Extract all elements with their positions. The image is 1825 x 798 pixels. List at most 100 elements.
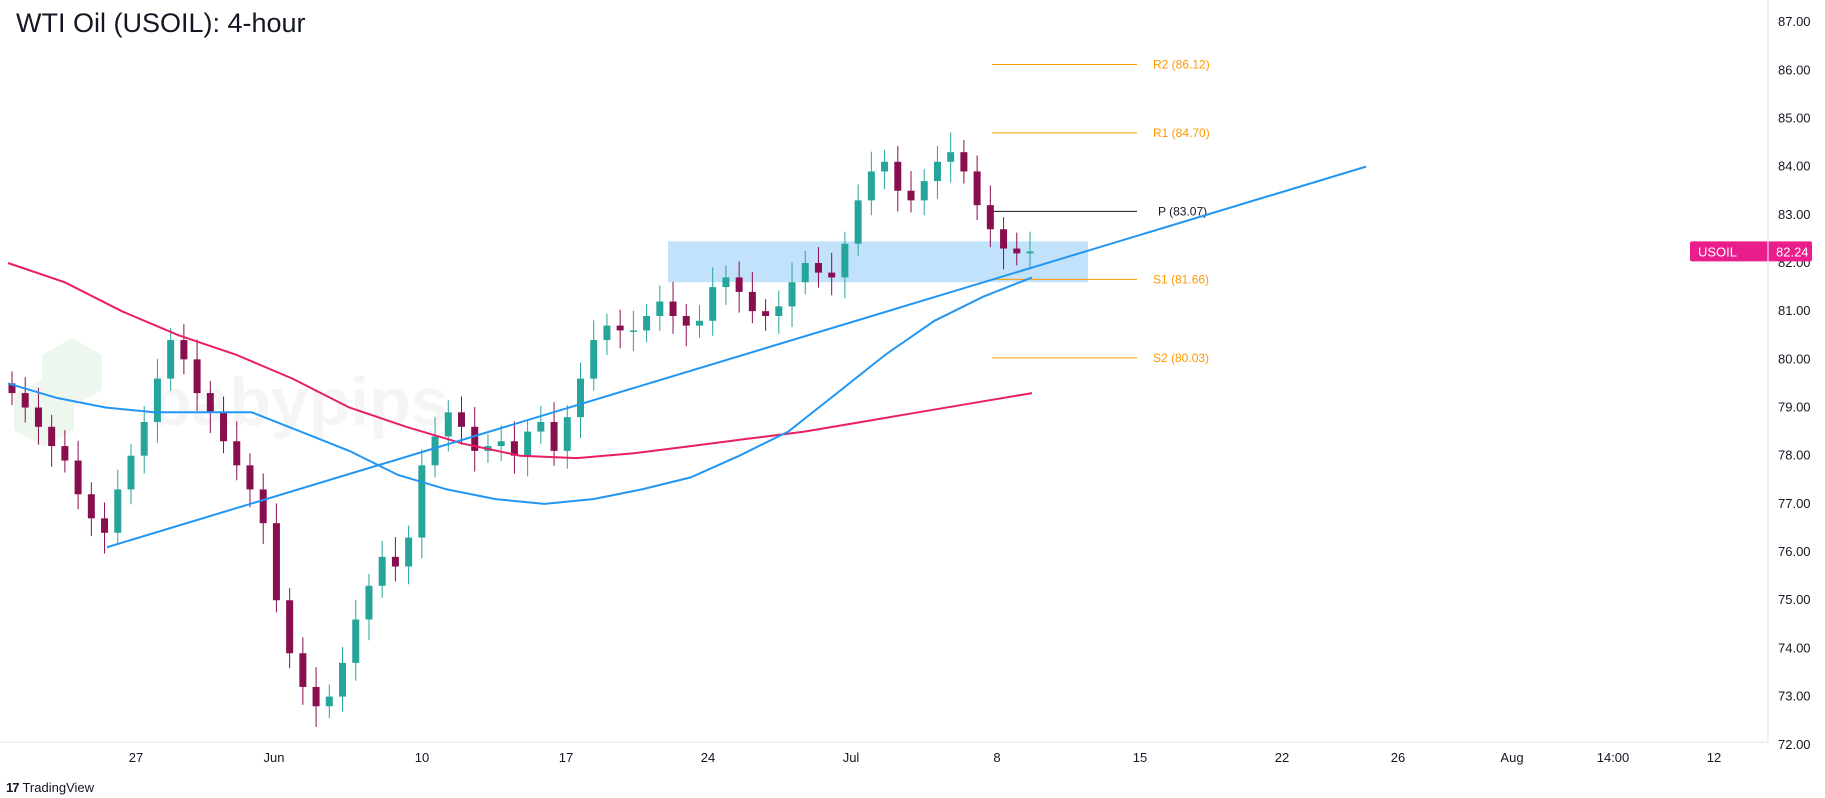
candle-body bbox=[418, 465, 426, 538]
time-tick-label: 8 bbox=[993, 750, 1000, 765]
candle-body bbox=[1026, 251, 1034, 254]
candle-body bbox=[8, 383, 16, 394]
candle-body bbox=[61, 446, 69, 461]
watermark-hexagon-icon bbox=[14, 378, 74, 447]
candle-body bbox=[841, 243, 849, 278]
candle-body bbox=[272, 523, 280, 601]
candle-body bbox=[828, 272, 836, 278]
price-tick-label: 87.00 bbox=[1778, 14, 1811, 29]
candle-body bbox=[510, 441, 518, 456]
price-tick-label: 76.00 bbox=[1778, 544, 1811, 559]
candle-body bbox=[933, 161, 941, 182]
price-tick-label: 85.00 bbox=[1778, 110, 1811, 125]
candle-body bbox=[563, 417, 571, 451]
tradingview-label: TradingView bbox=[22, 780, 95, 795]
price-tick-label: 83.00 bbox=[1778, 207, 1811, 222]
candle-body bbox=[867, 171, 875, 201]
candle-body bbox=[246, 465, 254, 490]
candle-body bbox=[947, 152, 955, 162]
time-tick-label: 27 bbox=[129, 750, 143, 765]
price-tick-label: 78.00 bbox=[1778, 448, 1811, 463]
candle-body bbox=[973, 171, 981, 206]
candle-body bbox=[775, 306, 783, 316]
candle-body bbox=[854, 200, 862, 244]
tradingview-mark-icon: 17 bbox=[6, 780, 20, 795]
candle-body bbox=[986, 205, 994, 230]
pivot-label: R1 (84.70) bbox=[1153, 126, 1210, 140]
candle-body bbox=[590, 340, 598, 379]
candle-body bbox=[444, 412, 452, 437]
candle-body bbox=[140, 421, 148, 456]
candle-body bbox=[391, 556, 399, 567]
candle-body bbox=[1000, 229, 1008, 249]
time-tick-label: 12 bbox=[1707, 750, 1721, 765]
watermark-hexagon-icon bbox=[42, 338, 102, 407]
candle-body bbox=[603, 325, 611, 341]
candle-body bbox=[114, 489, 122, 533]
candle-body bbox=[299, 653, 307, 687]
candle-body bbox=[352, 619, 360, 663]
candle-body bbox=[550, 421, 558, 451]
candle-body bbox=[365, 585, 373, 620]
price-tick-label: 75.00 bbox=[1778, 592, 1811, 607]
candle-body bbox=[616, 325, 624, 331]
time-tick-label: 24 bbox=[701, 750, 715, 765]
candle-body bbox=[220, 412, 228, 442]
candle-body bbox=[576, 378, 584, 418]
candle-body bbox=[48, 426, 56, 447]
candle-body bbox=[87, 494, 95, 519]
candle-body bbox=[74, 460, 82, 495]
candle-body bbox=[101, 518, 109, 533]
candle-body bbox=[695, 320, 703, 326]
candle-body bbox=[907, 190, 915, 201]
candle-body bbox=[920, 181, 928, 201]
price-tick-label: 81.00 bbox=[1778, 303, 1811, 318]
price-tag-symbol: USOIL bbox=[1698, 244, 1737, 259]
candle-body bbox=[206, 393, 214, 413]
price-tick-label: 73.00 bbox=[1778, 689, 1811, 704]
candle-body bbox=[339, 662, 347, 697]
price-tick-label: 72.00 bbox=[1778, 737, 1811, 752]
price-tick-label: 84.00 bbox=[1778, 159, 1811, 174]
candle-body bbox=[153, 378, 161, 422]
candle-body bbox=[709, 287, 717, 321]
candle-body bbox=[325, 696, 333, 707]
candle-body bbox=[762, 311, 770, 316]
candle-body bbox=[894, 161, 902, 191]
candle-body bbox=[629, 330, 637, 332]
candle-body bbox=[21, 393, 29, 408]
candle-body bbox=[722, 277, 730, 288]
candle-body bbox=[497, 441, 505, 447]
babypips-watermark: babypips bbox=[14, 338, 449, 447]
pivot-label: S2 (80.03) bbox=[1153, 351, 1209, 365]
candle-body bbox=[814, 262, 822, 273]
fast-moving-average-line bbox=[7, 276, 1033, 505]
candle-body bbox=[656, 301, 664, 316]
price-tick-label: 80.00 bbox=[1778, 351, 1811, 366]
time-tick-label: 14:00 bbox=[1597, 750, 1630, 765]
ascending-trendline[interactable] bbox=[106, 165, 1367, 549]
candle-body bbox=[960, 152, 968, 172]
candle-body bbox=[643, 315, 651, 331]
time-tick-label: Aug bbox=[1500, 750, 1523, 765]
pivot-label: P (83.07) bbox=[1158, 204, 1207, 218]
time-tick-label: 15 bbox=[1133, 750, 1147, 765]
time-tick-label: Jul bbox=[843, 750, 860, 765]
candle-body bbox=[748, 291, 756, 312]
price-tick-label: 79.00 bbox=[1778, 400, 1811, 415]
candle-body bbox=[286, 600, 294, 654]
candle-body bbox=[180, 340, 188, 360]
candle-body bbox=[881, 161, 889, 172]
time-axis[interactable]: 27 Jun 10 17 24 Jul 8 15 22 26 Aug 14:00 12 bbox=[129, 750, 1721, 765]
tradingview-logo[interactable]: 17 TradingView bbox=[6, 780, 94, 795]
price-tick-label: 77.00 bbox=[1778, 496, 1811, 511]
time-tick-label: 10 bbox=[415, 750, 429, 765]
candle-body bbox=[127, 455, 135, 490]
time-tick-label: 26 bbox=[1391, 750, 1405, 765]
time-tick-label: 22 bbox=[1275, 750, 1289, 765]
candle-body bbox=[1013, 248, 1021, 254]
candle-body bbox=[259, 489, 267, 524]
candle-body bbox=[801, 262, 809, 283]
price-axis[interactable]: 87.0086.0085.0084.0083.0082.0081.0080.00… bbox=[1778, 14, 1811, 752]
